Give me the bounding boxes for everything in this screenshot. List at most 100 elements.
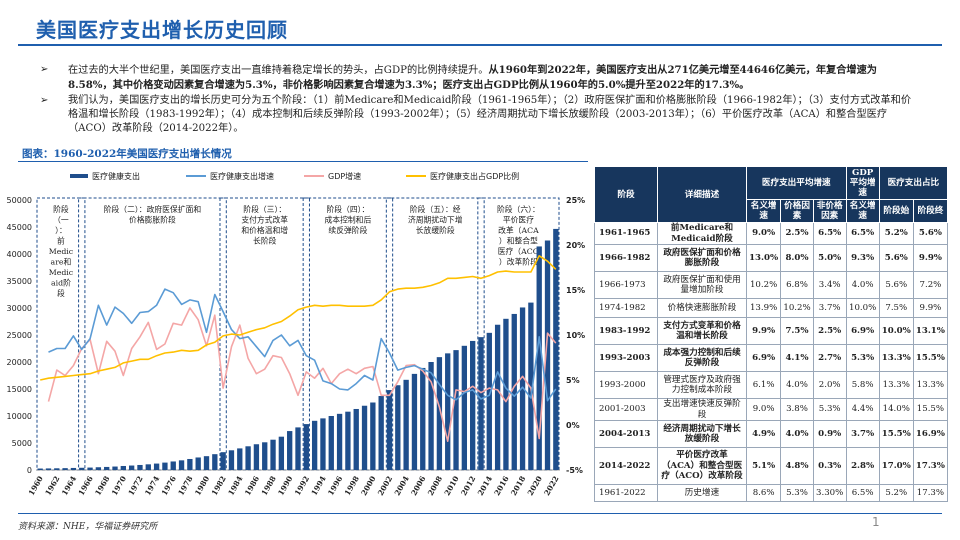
- cell-desc: 支出增速快速反弹阶段: [657, 398, 747, 421]
- cell-value: 14.0%: [878, 398, 914, 421]
- bullet-1-text: 在过去的大半个世纪里，美国医疗支出一直维持着稳定增长的势头，占GDP的比例持续提…: [68, 65, 489, 76]
- bar-spend: [203, 456, 210, 470]
- cell-value: 17.3%: [912, 447, 949, 485]
- stage-label: 阶段（三）：: [243, 204, 286, 214]
- cell-value: 3.7%: [812, 298, 847, 318]
- header-gdp-nominal: 名义增速: [845, 199, 880, 223]
- bar-spend: [528, 302, 534, 470]
- bar-spend: [295, 427, 301, 470]
- cell-value: 9.9%: [912, 298, 949, 318]
- healthcare-spending-chart: 医疗健康支出 医疗健康支出增速 GDP增速 医疗健康支出占GDP比例 阶段（一）：前M…: [7, 171, 586, 498]
- stage-label: （一: [53, 216, 69, 225]
- stage-label: 支付方式改革: [241, 215, 288, 225]
- x-tick-label: 1990: [276, 475, 294, 498]
- title-divider: [18, 44, 942, 46]
- cell-value: 2.5%: [812, 317, 847, 345]
- cell-desc: 前Medicare和Medicaid阶段: [657, 222, 747, 245]
- bar-spend: [212, 454, 218, 470]
- stage-label: are和: [51, 258, 72, 267]
- cell-period: 1966-1982: [594, 244, 658, 272]
- stage-label: 和价格温和增: [241, 225, 288, 235]
- cell-desc: 价格快速膨胀阶段: [657, 298, 747, 318]
- bar-spend: [62, 468, 68, 470]
- x-tick-label: 2010: [443, 475, 461, 498]
- cell-period: 1983-1992: [594, 317, 658, 345]
- cell-value: 3.30%: [812, 484, 847, 502]
- stage-label: 前: [57, 236, 65, 246]
- cell-value: 13.3%: [878, 371, 914, 399]
- cell-value: 4.4%: [845, 398, 880, 421]
- y-right-tick-label: -5%: [566, 466, 583, 475]
- y-right-tick-label: 10%: [566, 331, 585, 340]
- cell-value: 9.9%: [745, 317, 782, 345]
- cell-value: 6.1%: [745, 371, 782, 399]
- cell-value: 9.3%: [845, 244, 880, 272]
- cell-value: 7.2%: [912, 271, 949, 299]
- cell-value: 10.2%: [780, 298, 814, 318]
- cell-desc: 政府医保扩面和使用量增加阶段: [657, 271, 747, 299]
- bar-spend: [70, 467, 77, 470]
- bar-spend: [153, 463, 160, 470]
- x-tick-label: 1978: [176, 475, 194, 498]
- stage-label: 阶段（五）：经: [410, 204, 461, 214]
- header-share: 医疗支出占比: [878, 166, 949, 200]
- cell-value: 13.1%: [912, 317, 949, 345]
- header-price: 价格因素: [780, 199, 814, 223]
- table-row: 2004-2013 经济周期扰动下增长放缓阶段 4.9% 4.0% 0.9% 3.7% 15…: [594, 420, 949, 448]
- bar-spend: [403, 379, 409, 470]
- y-left-tick-label: 0: [27, 466, 32, 475]
- bar-spend: [511, 313, 517, 470]
- x-tick-label: 2004: [393, 475, 411, 498]
- legend-bar-swatch: [70, 174, 88, 178]
- cell-value: 5.2%: [878, 222, 914, 245]
- y-left-tick-label: 5000: [12, 439, 32, 448]
- table-row: 1961-1965 前Medicare和Medicaid阶段 9.0% 2.5% 6.5…: [594, 222, 949, 245]
- bar-spend: [353, 408, 359, 470]
- bar-spend: [37, 468, 43, 470]
- x-tick-label: 2022: [542, 475, 560, 498]
- figure-title: 图表：1960-2022年美国医疗支出增长情况: [22, 148, 232, 160]
- x-tick-label: 1980: [193, 475, 211, 498]
- cell-value: 13.3%: [878, 344, 914, 372]
- stage-label: 改革（ACA: [498, 225, 539, 235]
- cell-value: 13.0%: [745, 244, 782, 272]
- cell-desc: 平价医疗改革（ACA）和整合型医疗（ACO）改革阶段: [657, 447, 747, 485]
- cell-desc: 政府医保扩面和价格膨胀阶段: [657, 244, 747, 272]
- cell-period: 1961-1965: [594, 222, 658, 245]
- cell-period: 2001-2003: [594, 398, 658, 421]
- cell-value: 15.5%: [912, 344, 949, 372]
- bar-spend: [278, 436, 285, 470]
- x-tick-label: 1992: [293, 475, 311, 498]
- bar-spend: [245, 446, 251, 470]
- cell-value: 15.5%: [878, 420, 914, 448]
- x-tick-label: 1984: [226, 475, 244, 498]
- x-tick-label: 1966: [77, 475, 95, 498]
- x-tick-label: 2000: [359, 475, 377, 498]
- x-tick-label: 2002: [376, 475, 394, 498]
- cell-value: 17.0%: [878, 447, 914, 485]
- header-avg-growth: 医疗支出平均增速: [746, 166, 847, 200]
- stage-summary-table-wrap: 阶段 详细描述 医疗支出平均增速 GDP平均增速 医疗支出占比 名义增速 价格因…: [594, 166, 949, 502]
- bar-spend: [187, 458, 193, 470]
- cell-value: 5.6%: [878, 244, 914, 272]
- x-tick-label: 1960: [27, 475, 45, 498]
- cell-value: 5.6%: [912, 222, 949, 245]
- x-tick-label: 1988: [260, 475, 278, 498]
- cell-value: 9.0%: [745, 398, 782, 421]
- y-left-tick-label: 15000: [7, 385, 32, 394]
- cell-value: 5.3%: [780, 484, 814, 502]
- bar-spend: [137, 464, 143, 470]
- header-desc: 详细描述: [657, 166, 747, 223]
- bar-spend: [411, 373, 418, 470]
- bar-spend: [45, 468, 52, 470]
- stage-label: ）：: [55, 226, 67, 235]
- cell-value: 4.0%: [780, 420, 814, 448]
- header-nonprice: 非价格因素: [812, 199, 847, 223]
- cell-value: 4.8%: [780, 447, 814, 485]
- x-tick-label: 1994: [309, 475, 327, 498]
- bar-spend: [128, 465, 135, 470]
- table-row: 1983-1992 支付方式变革和价格温和增长阶段 9.9% 7.5% 2.5% 6.9%…: [594, 317, 949, 345]
- bar-spend: [328, 416, 334, 470]
- x-tick-label: 1982: [210, 475, 228, 498]
- stage-label: 济周期扰动下增: [408, 215, 463, 225]
